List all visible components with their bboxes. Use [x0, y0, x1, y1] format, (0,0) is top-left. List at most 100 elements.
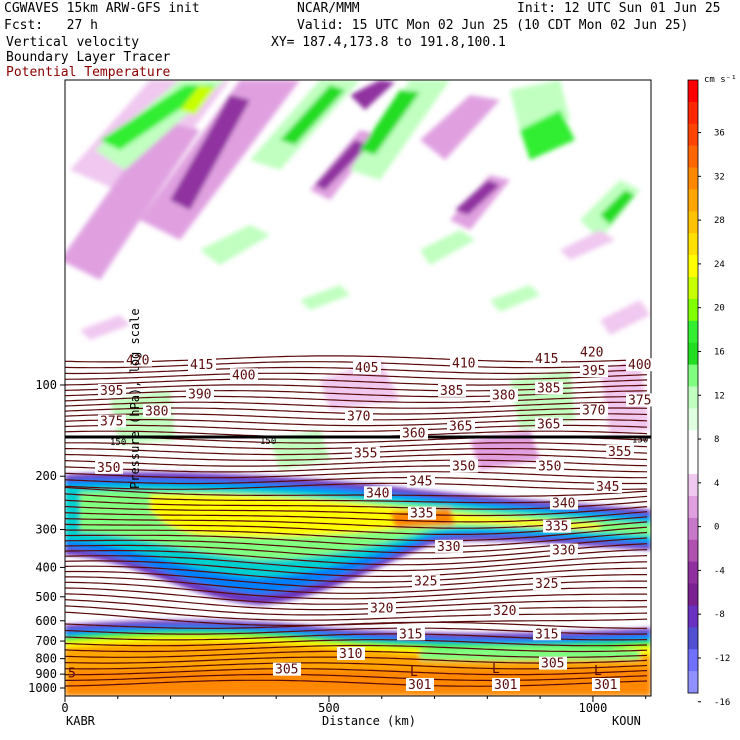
isentrope	[65, 560, 648, 577]
theta-label-415: 415	[535, 352, 558, 367]
theta-label-bg	[550, 496, 578, 510]
theta-label-380: 380	[492, 389, 515, 404]
colorbar-frame	[687, 79, 699, 694]
theta-label-bg	[353, 361, 381, 375]
isentrope	[65, 593, 648, 611]
theta-label-bg	[539, 656, 567, 670]
tracer-label-150: 150	[632, 435, 648, 445]
colorbar-label--12: -12	[714, 654, 730, 664]
theta-label-bg	[337, 646, 365, 660]
isentrope	[65, 565, 648, 583]
colorbar-label-8: 8	[714, 435, 719, 445]
y-tick-label-700: 700	[35, 634, 57, 648]
isentrope	[65, 526, 648, 542]
theta-label-301: 301	[594, 678, 617, 693]
y-tick-label-800: 800	[35, 652, 57, 666]
forecast-hour: Fcst: 27 h	[4, 18, 98, 33]
theta-label-405: 405	[355, 361, 378, 376]
colorbar-swatch	[688, 583, 698, 606]
colorbar-swatch	[688, 342, 698, 366]
theta-label-bg	[408, 506, 436, 520]
theta-label-bg	[352, 446, 380, 460]
theta-label-420: 420	[580, 346, 603, 361]
theta-label-410: 410	[452, 357, 475, 372]
theta-label-bg	[447, 419, 475, 433]
colorbar-swatch	[688, 145, 698, 169]
field-potential-temperature: Potential Temperature	[6, 65, 171, 80]
y-tick-label-1000: 1000	[28, 681, 57, 695]
theta-label-bg	[626, 393, 654, 407]
theta-label-400: 400	[232, 368, 255, 383]
colorbar-swatch	[688, 408, 698, 431]
theta-label-bg	[124, 353, 152, 367]
isentrope	[65, 372, 648, 380]
theta-label-bg	[230, 368, 258, 382]
theta-label-bg	[550, 543, 578, 557]
isentrope	[65, 555, 648, 572]
theta-label-320: 320	[370, 602, 393, 617]
theta-label-315: 315	[399, 627, 422, 642]
colorbar-swatch	[688, 430, 698, 453]
isentrope	[65, 621, 647, 629]
y-tick-label-900: 900	[35, 667, 57, 681]
colorbar-label-32: 32	[714, 172, 725, 182]
theta-label-350: 350	[97, 461, 120, 476]
colorbar-swatch	[688, 255, 698, 278]
field-boundary-layer-tracer: Boundary Layer Tracer	[6, 50, 171, 65]
theta-label-385: 385	[537, 381, 560, 396]
theta-label-bg	[438, 383, 466, 397]
colorbar-swatch	[688, 452, 698, 475]
colorbar-label-24: 24	[714, 260, 725, 270]
colorbar-swatch	[688, 233, 698, 256]
theta-label-335: 335	[545, 520, 568, 535]
isentrope	[65, 505, 648, 517]
theta-label-bg	[490, 388, 518, 402]
low-marker: L	[410, 665, 418, 680]
theta-label-bg	[592, 678, 620, 691]
valid-time: Valid: 15 UTC Mon 02 Jun 25 (10 CDT Mon …	[297, 18, 689, 33]
theta-label-330: 330	[552, 544, 575, 559]
theta-label-bg	[533, 577, 561, 591]
theta-label-bg	[580, 364, 608, 378]
isentrope	[65, 486, 648, 497]
isentrope	[65, 395, 648, 403]
colorbar-swatch	[688, 189, 698, 212]
colorbar-label-36: 36	[714, 129, 725, 139]
colorbar-swatch	[688, 495, 698, 519]
theta-label-bg	[143, 404, 171, 418]
theta-label-301: 301	[408, 678, 431, 693]
y-tick-label-200: 200	[35, 469, 57, 483]
theta-label-330: 330	[437, 540, 460, 555]
colorbar-label--8: -8	[714, 610, 725, 620]
colorbar-swatch	[688, 211, 698, 234]
distance-axis: 0 500 1000	[61, 696, 647, 715]
theta-label-bg	[533, 352, 561, 366]
theta-label-375: 375	[100, 414, 123, 429]
theta-label-301: 301	[494, 678, 517, 693]
y-tick-label-300: 300	[35, 523, 57, 537]
theta-label-325: 325	[414, 574, 437, 589]
theta-label-415: 415	[190, 358, 213, 373]
colorbar-swatch	[688, 123, 698, 147]
theta-label-bg	[98, 383, 126, 397]
x-tick-label-1000: 1000	[578, 701, 607, 715]
theta-label-bg	[626, 358, 654, 372]
theta-label-370: 370	[347, 410, 370, 425]
theta-label-345: 345	[596, 480, 619, 495]
isentrope	[65, 644, 648, 653]
theta-label-395: 395	[582, 364, 605, 379]
theta-label-bg	[492, 678, 520, 691]
y-tick-label-400: 400	[35, 560, 57, 574]
theta-label-350: 350	[452, 459, 475, 474]
theta-label-420: 420	[126, 354, 149, 369]
left-station-label: KABR	[66, 714, 96, 728]
colorbar-swatch	[688, 474, 698, 497]
colorbar-swatch	[688, 517, 698, 541]
theta-label-bg	[364, 486, 392, 500]
theta-label-bg	[406, 678, 434, 691]
tracer-label-150: 150	[110, 438, 126, 448]
x-tick-label-0: 0	[61, 701, 68, 715]
